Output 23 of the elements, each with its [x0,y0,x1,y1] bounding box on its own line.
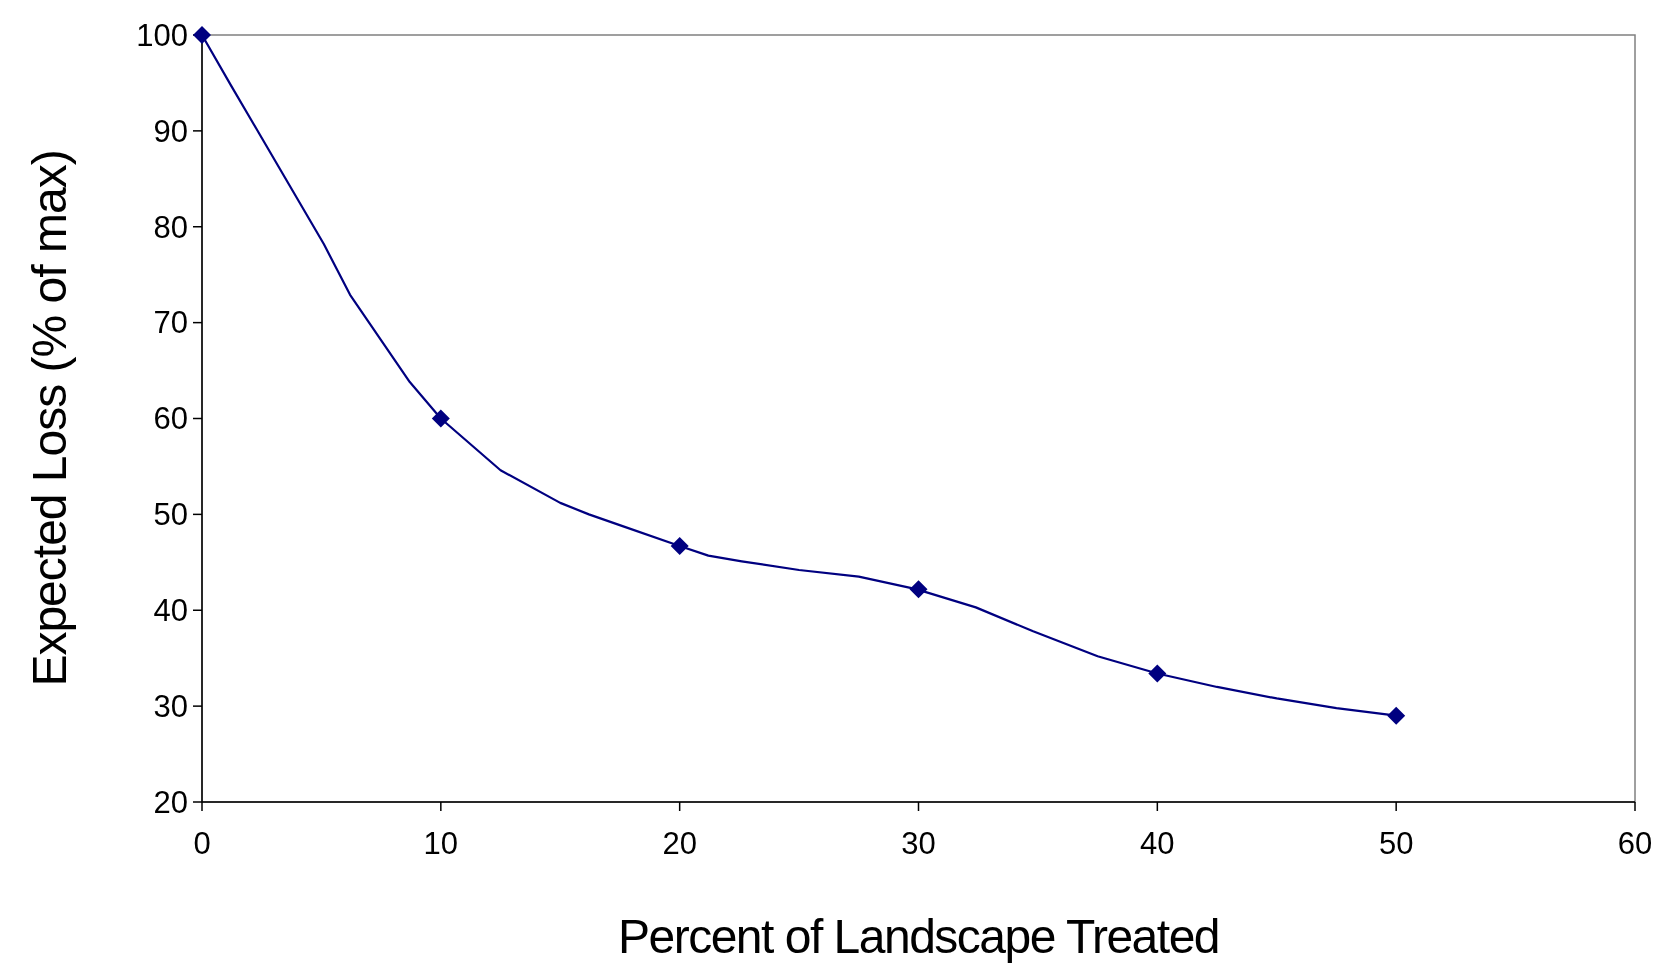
x-tick-label: 0 [193,826,211,861]
y-tick-label: 50 [153,497,188,533]
x-tick-label: 30 [901,826,936,861]
y-tick-label: 60 [153,401,188,437]
point [670,537,689,556]
point [431,409,450,428]
y-axis-title: Expected Loss (% of max) [23,150,76,687]
y-tick-label: 80 [153,209,188,245]
point [1148,664,1167,683]
x-tick-label: 40 [1140,826,1175,861]
y-tick-label: 100 [136,17,188,53]
x-tick-label: 20 [662,826,697,861]
point [909,580,928,599]
x-tick-label: 50 [1378,826,1414,861]
x-tick-label: 10 [423,826,459,861]
x-tick-label: 60 [1617,826,1653,861]
y-tick-label: 40 [153,593,188,629]
x-axis-title: Percent of Landscape Treated [617,910,1220,963]
y-tick-label: 90 [153,113,188,149]
point [1387,706,1406,725]
y-tick-label: 30 [153,688,188,724]
y-tick-label: 20 [153,784,188,820]
y-tick-label: 70 [153,305,188,341]
